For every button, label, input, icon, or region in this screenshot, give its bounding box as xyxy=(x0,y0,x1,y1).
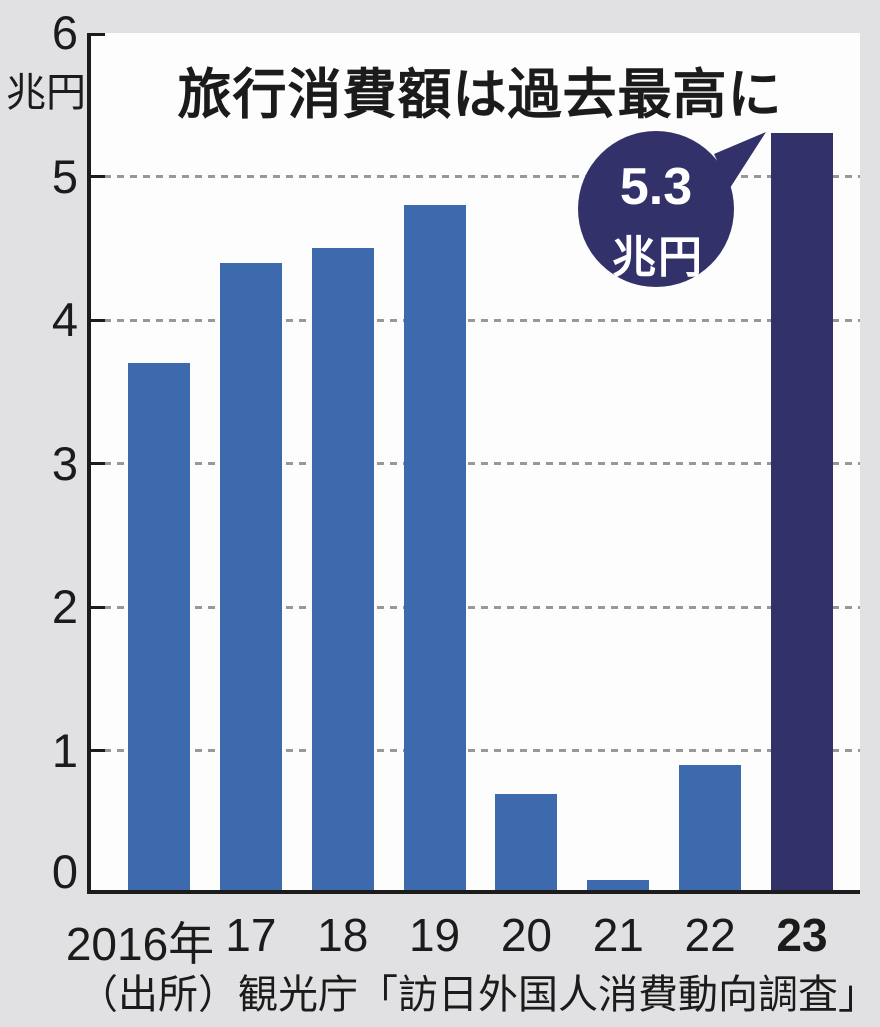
x-axis-label-19: 19 xyxy=(408,909,461,961)
x-axis-label-23: 23 xyxy=(776,909,828,961)
bar-23 xyxy=(770,133,833,894)
x-axis-label-22: 22 xyxy=(684,909,736,961)
y-axis-label-1: 1 xyxy=(51,723,78,777)
x-axis-label-20: 20 xyxy=(500,909,553,961)
x-axis-label-21: 21 xyxy=(592,909,644,961)
y-axis-label-2: 2 xyxy=(51,580,78,633)
bar-20 xyxy=(495,793,558,894)
bar-22 xyxy=(679,764,742,894)
bar-18 xyxy=(311,248,374,894)
y-tick-6 xyxy=(90,33,105,36)
chart-title: 旅行消費額は過去最高に xyxy=(177,65,783,125)
grid-line-2 xyxy=(104,605,860,609)
y-axis-line xyxy=(87,33,91,894)
y-tick-3 xyxy=(90,462,105,465)
x-axis-label-18: 18 xyxy=(317,909,369,961)
x-axis-label-2016年: 2016年 xyxy=(65,918,215,970)
y-tick-1 xyxy=(90,749,105,752)
x-axis-label-17: 17 xyxy=(225,909,277,961)
y-axis-label-6: 6 xyxy=(51,6,78,59)
y-tick-5 xyxy=(90,175,105,178)
bar-17 xyxy=(219,262,282,894)
source-note: （出所）観光庁「訪日外国人消費動向調査」 xyxy=(78,973,878,1017)
y-axis-label-5: 5 xyxy=(51,149,78,203)
y-axis-label-3: 3 xyxy=(51,436,78,490)
bar-2016年 xyxy=(128,363,190,894)
grid-line-3 xyxy=(104,462,860,465)
grid-line-1 xyxy=(104,749,860,752)
y-axis-label-4: 4 xyxy=(51,293,78,346)
x-axis-line xyxy=(87,890,860,894)
bar-19 xyxy=(403,205,466,894)
y-tick-2 xyxy=(90,605,105,609)
grid-line-4 xyxy=(104,318,860,322)
plot-area xyxy=(90,33,860,894)
y-tick-4 xyxy=(90,318,105,322)
y-axis-unit-label: 兆円 xyxy=(6,71,86,115)
grid-line-5 xyxy=(104,175,860,178)
y-axis-label-0: 0 xyxy=(51,845,78,898)
